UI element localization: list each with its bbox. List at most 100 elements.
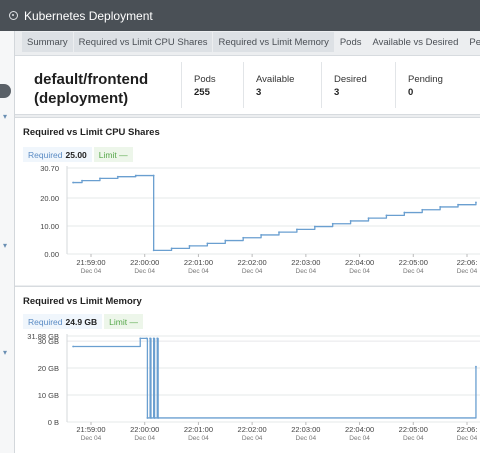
data-point <box>421 208 424 211</box>
chart-legend: Required 25.00 Limit — <box>23 147 133 162</box>
data-point <box>278 231 280 234</box>
x-tick-label: 22:01:00 <box>184 258 213 267</box>
data-point <box>72 181 74 184</box>
data-point <box>153 417 156 419</box>
tab-pending[interactable]: Pend <box>469 36 480 48</box>
window-titlebar: Kubernetes Deployment <box>0 0 480 31</box>
tab-summary[interactable]: Summary <box>22 32 73 52</box>
chevron-down-icon[interactable]: ▾ <box>3 112 8 121</box>
x-tick-date: Dec 04 <box>403 268 424 275</box>
x-tick-date: Dec 04 <box>188 268 209 275</box>
data-point <box>260 234 262 236</box>
x-tick-date: Dec 04 <box>403 435 424 442</box>
data-point <box>157 417 160 419</box>
x-tick-date: Dec 04 <box>134 268 155 275</box>
data-point <box>349 220 352 222</box>
data-point <box>152 174 155 177</box>
data-point <box>475 365 477 368</box>
data-point <box>296 228 298 231</box>
tab-memory[interactable]: Required vs Limit Memory <box>213 32 334 52</box>
data-point <box>145 337 148 340</box>
x-tick-date: Dec 04 <box>457 268 478 275</box>
data-point <box>139 337 142 340</box>
left-sidebar: ▾ ▾ ▾ <box>0 31 15 453</box>
window-title: Kubernetes Deployment <box>24 8 153 23</box>
stat-desired: Desired 3 <box>321 62 367 108</box>
x-tick-label: 21:59:00 <box>76 425 105 434</box>
y-tick-label: 20 GB <box>38 364 59 373</box>
kubernetes-icon <box>9 11 18 20</box>
chart-legend: Required 24.9 GB Limit — <box>23 314 143 329</box>
x-tick-label: 22:00:00 <box>130 258 159 267</box>
x-tick-date: Dec 04 <box>81 435 102 442</box>
x-tick-label: 22:00:00 <box>130 425 159 434</box>
y-tick-label: 0.00 <box>44 250 59 259</box>
data-point <box>152 337 155 340</box>
data-point <box>188 244 191 247</box>
y-tick-label: 30 GB <box>38 337 59 346</box>
data-point <box>146 417 149 419</box>
x-tick-label: 22:05:00 <box>399 258 428 267</box>
x-tick-label: 22:05:00 <box>399 425 428 434</box>
legend-limit[interactable]: Limit — <box>93 147 133 162</box>
y-tick-label: 0 B <box>48 418 59 427</box>
data-point <box>367 217 370 220</box>
x-tick-date: Dec 04 <box>242 435 263 442</box>
x-tick-label: 21:59:00 <box>76 258 105 267</box>
x-tick-date: Dec 04 <box>349 435 370 442</box>
data-point <box>439 206 442 208</box>
y-tick-label: 31.88 GB <box>27 332 59 341</box>
data-point <box>99 177 101 180</box>
deployment-name: default/frontend (deployment) <box>34 71 149 107</box>
data-point <box>152 249 155 252</box>
stat-pending: Pending 0 <box>395 62 443 108</box>
panel-title: Required vs Limit Memory <box>23 296 142 307</box>
sidebar-collapse-button[interactable] <box>0 84 11 98</box>
data-point <box>206 242 209 245</box>
tab-pods[interactable]: Pods <box>339 36 362 48</box>
y-tick-label: 30.70 <box>40 164 59 173</box>
x-tick-label: 22:03:00 <box>291 425 320 434</box>
y-tick-label: 10 GB <box>38 391 59 400</box>
series-required-line <box>73 174 477 252</box>
cpu-shares-panel: Required vs Limit CPU Shares Required 25.… <box>15 117 480 285</box>
data-point <box>81 179 83 182</box>
tab-cpu-shares[interactable]: Required vs Limit CPU Shares <box>73 32 213 52</box>
data-point <box>134 174 137 177</box>
deployment-summary: default/frontend (deployment) Pods 255 A… <box>15 55 480 115</box>
chevron-down-icon[interactable]: ▾ <box>3 348 8 357</box>
x-tick-label: 22:02:00 <box>238 258 267 267</box>
x-tick-date: Dec 04 <box>349 268 370 275</box>
x-tick-label: 22:01:00 <box>184 425 213 434</box>
x-tick-date: Dec 04 <box>457 435 478 442</box>
data-point <box>72 345 74 348</box>
x-tick-date: Dec 04 <box>188 435 209 442</box>
x-tick-date: Dec 04 <box>242 268 263 275</box>
legend-required[interactable]: Required 25.00 <box>23 147 92 162</box>
data-point <box>150 417 152 419</box>
legend-limit[interactable]: Limit — <box>104 314 143 329</box>
y-tick-label: 10.00 <box>40 222 59 231</box>
data-point <box>313 225 316 228</box>
stat-pods: Pods 255 <box>181 62 216 108</box>
x-tick-label: 22:04:00 <box>345 258 374 267</box>
data-point <box>149 337 151 340</box>
data-point <box>457 203 459 206</box>
data-point <box>403 211 406 214</box>
data-point <box>385 214 388 217</box>
x-tick-label: 22:06: <box>457 425 478 434</box>
x-tick-date: Dec 04 <box>296 268 317 275</box>
tab-available-vs-desired[interactable]: Available vs Desired <box>372 36 459 48</box>
y-tick-label: 20.00 <box>40 194 59 203</box>
data-point <box>156 337 159 340</box>
legend-required[interactable]: Required 24.9 GB <box>23 314 103 329</box>
chevron-down-icon[interactable]: ▾ <box>3 241 8 250</box>
x-tick-date: Dec 04 <box>296 435 317 442</box>
x-tick-label: 22:02:00 <box>238 425 267 434</box>
memory-panel: Required vs Limit Memory Required 24.9 GB… <box>15 286 480 453</box>
x-tick-date: Dec 04 <box>81 268 102 275</box>
stat-available: Available 3 <box>243 62 294 108</box>
series-required-line <box>73 337 477 419</box>
x-tick-label: 22:03:00 <box>291 258 320 267</box>
